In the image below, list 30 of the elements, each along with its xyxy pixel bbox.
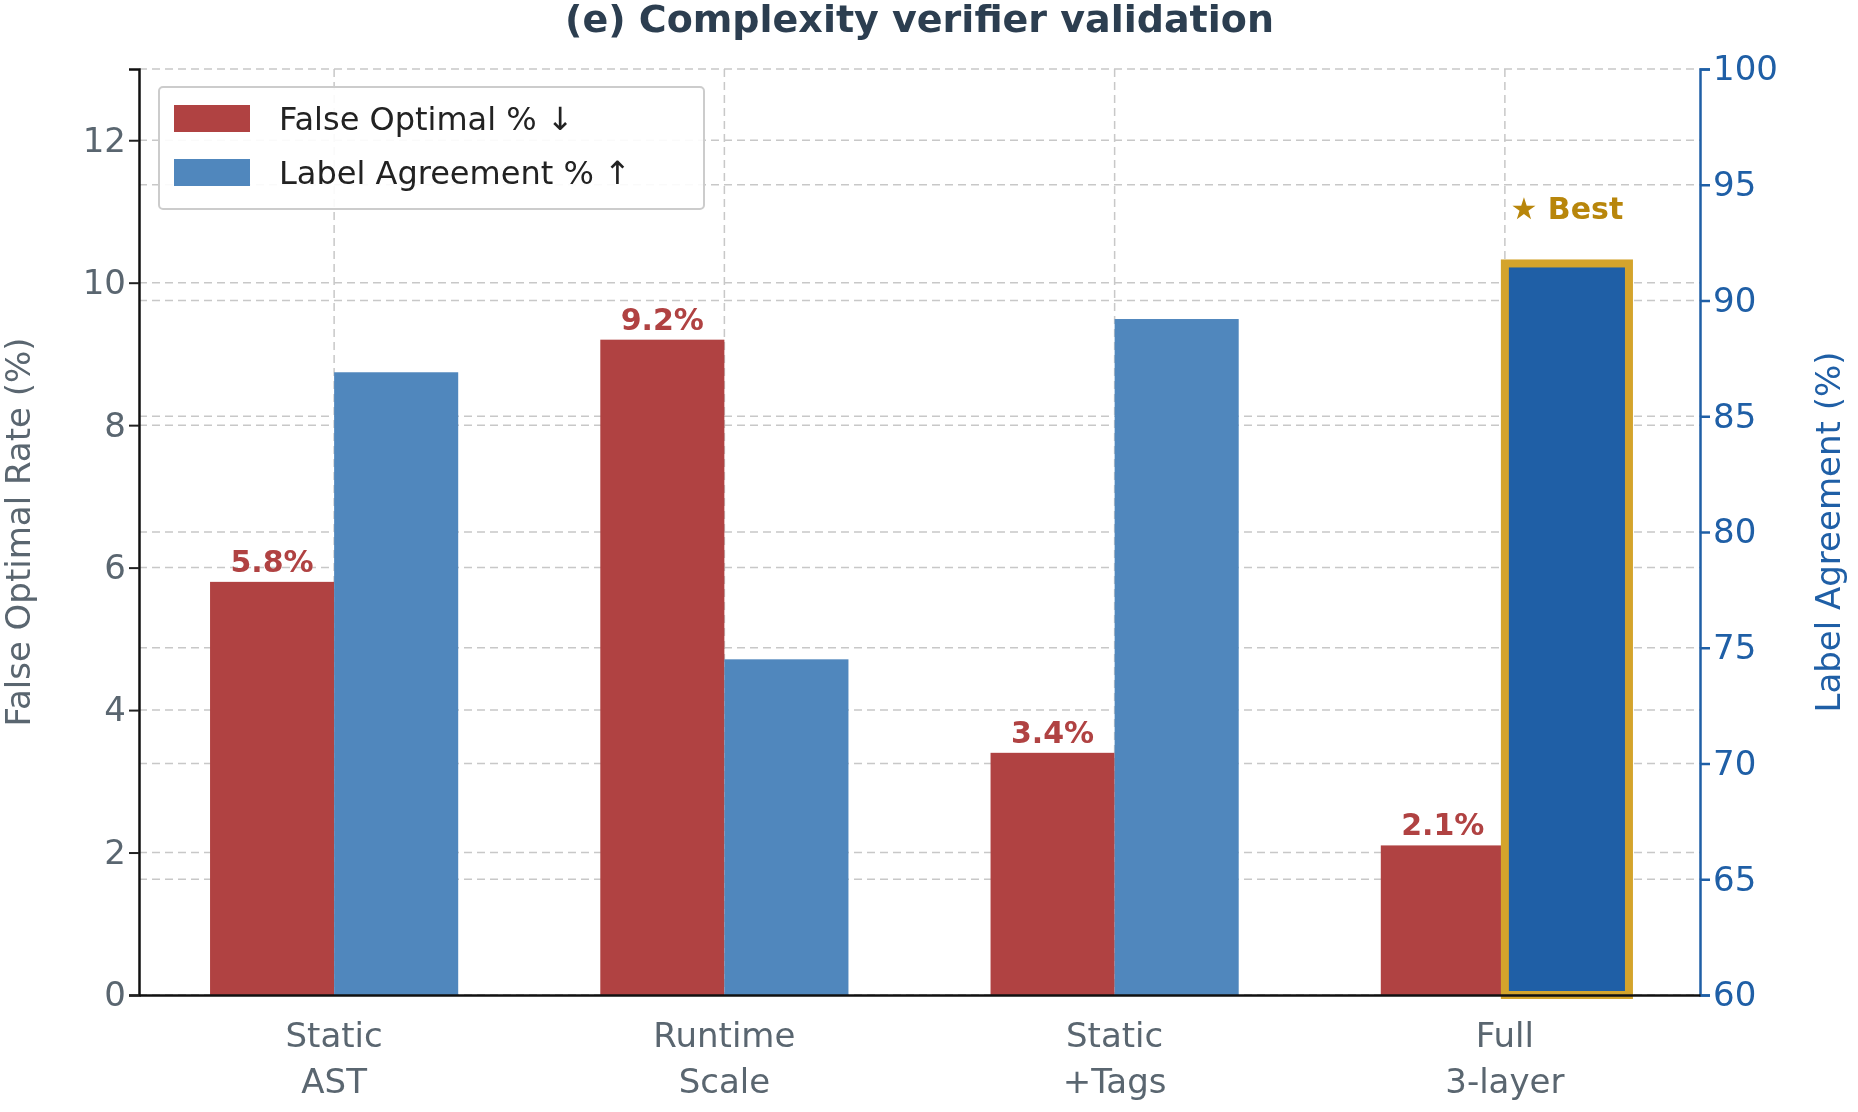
x-tick-label: Runtime Scale bbox=[653, 1015, 796, 1101]
x-tick-label: Full 3-layer bbox=[1445, 1015, 1565, 1101]
y-tick-label: 6 bbox=[104, 547, 126, 587]
legend-label: False Optimal % ↓ bbox=[279, 100, 574, 138]
y2-tick-label: 85 bbox=[1713, 395, 1757, 436]
y2-axis-title: Label Agreement (%) bbox=[1808, 351, 1848, 713]
data-label: 5.8% bbox=[230, 543, 314, 579]
y2-tick-label: 70 bbox=[1713, 742, 1757, 783]
y2-tick-label: 65 bbox=[1713, 858, 1757, 899]
y-tick-label: 12 bbox=[82, 119, 126, 160]
legend-label: Label Agreement % ↑ bbox=[279, 154, 631, 192]
data-label: 9.2% bbox=[620, 301, 704, 337]
y2-tick-label: 90 bbox=[1713, 279, 1757, 320]
y-tick-label: 0 bbox=[104, 974, 126, 1015]
data-label: 3.4% bbox=[1010, 714, 1095, 750]
x-tick-label: Static AST bbox=[285, 1015, 383, 1101]
annotation: ★ Best bbox=[1510, 191, 1624, 227]
y2-tick-label: 75 bbox=[1713, 627, 1757, 668]
y-tick-label: 2 bbox=[104, 831, 126, 872]
y-axis-title: False Optimal Rate (%) bbox=[0, 337, 38, 727]
x-tick-label: Static +Tags bbox=[1062, 1015, 1167, 1101]
chart-title: (e) Complexity verifier validation bbox=[565, 0, 1274, 41]
y-tick-label: 4 bbox=[104, 689, 126, 730]
y2-tick-label: 80 bbox=[1713, 511, 1757, 552]
data-label: 2.1% bbox=[1401, 807, 1485, 843]
y2-tick-label: 60 bbox=[1713, 974, 1757, 1015]
y-tick-label: 10 bbox=[82, 262, 126, 303]
y-tick-label: 8 bbox=[104, 404, 126, 445]
y2-tick-label: 95 bbox=[1713, 164, 1757, 205]
y2-tick-label: 100 bbox=[1713, 48, 1778, 89]
